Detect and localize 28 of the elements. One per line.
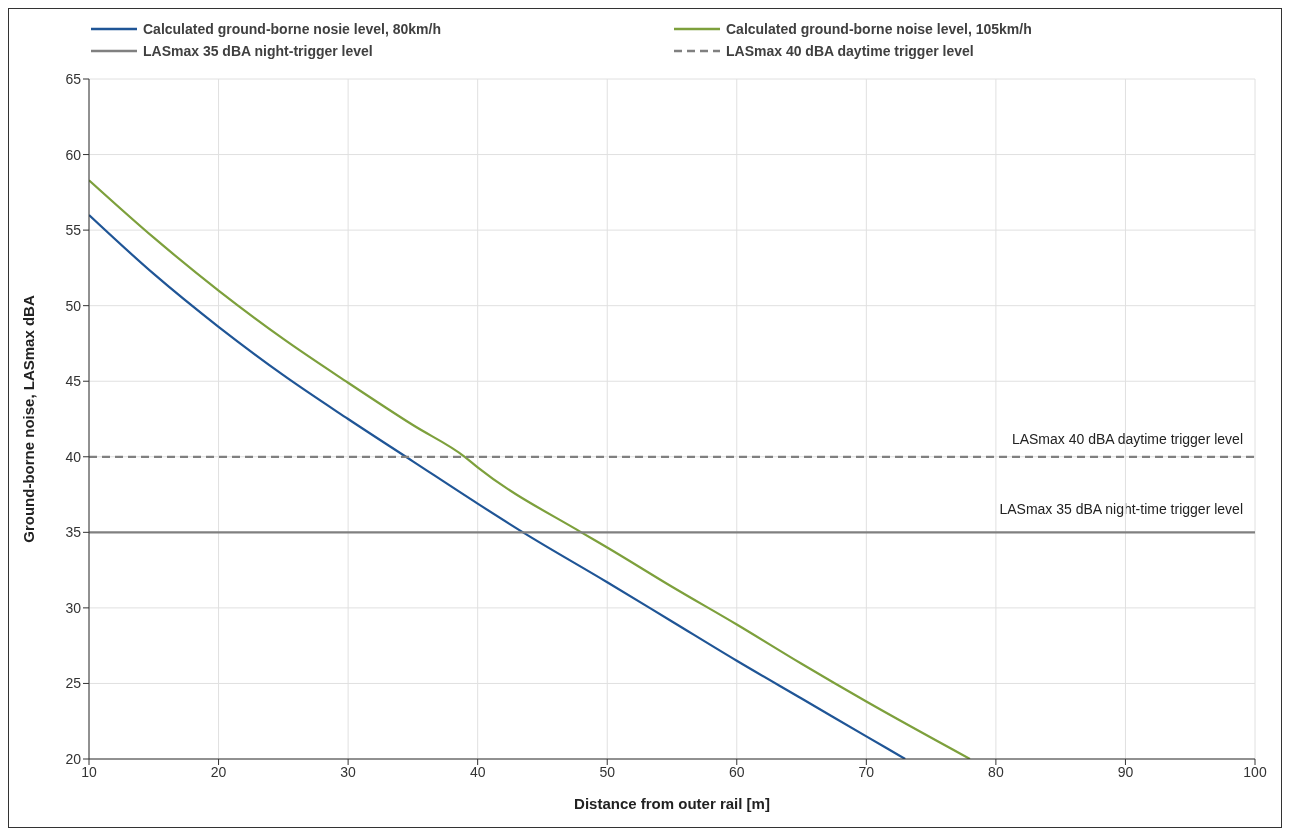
legend-label: LASmax 35 dBA night-trigger level — [143, 43, 373, 59]
annotation: LASmax 35 dBA night-time trigger level — [999, 501, 1243, 517]
x-tick-label: 20 — [210, 763, 227, 780]
x-tick-label: 40 — [469, 763, 486, 780]
y-tick-label: 25 — [65, 675, 82, 692]
y-tick-label: 60 — [65, 146, 82, 163]
y-tick-label: 45 — [65, 373, 82, 390]
legend-label: LASmax 40 dBA daytime trigger level — [726, 43, 974, 59]
y-tick-label: 30 — [65, 599, 82, 616]
x-axis-title: Distance from outer rail [m] — [574, 795, 770, 812]
x-tick-label: 50 — [599, 763, 616, 780]
legend-label: Calculated ground-borne nosie level, 80km/h — [143, 21, 441, 37]
y-tick-label: 55 — [65, 222, 82, 239]
y-tick-label: 65 — [65, 70, 82, 87]
x-tick-label: 30 — [340, 763, 357, 780]
y-tick-label: 50 — [65, 297, 82, 314]
y-axis-title: Ground-borne noise, LASmax dBA — [20, 295, 38, 543]
x-tick-label: 80 — [988, 763, 1004, 780]
x-tick-label: 90 — [1117, 763, 1134, 780]
y-tick-label: 40 — [65, 448, 82, 465]
x-tick-label: 60 — [728, 763, 745, 780]
x-tick-label: 100 — [1243, 763, 1267, 780]
x-tick-label: 10 — [81, 763, 97, 780]
y-tick-label: 35 — [65, 524, 82, 541]
annotation: LASmax 40 dBA daytime trigger level — [1011, 431, 1243, 447]
x-tick-label: 70 — [858, 763, 875, 780]
y-tick-label: 20 — [65, 750, 82, 767]
legend-label: Calculated ground-borne noise level, 105km/h — [726, 21, 1032, 37]
